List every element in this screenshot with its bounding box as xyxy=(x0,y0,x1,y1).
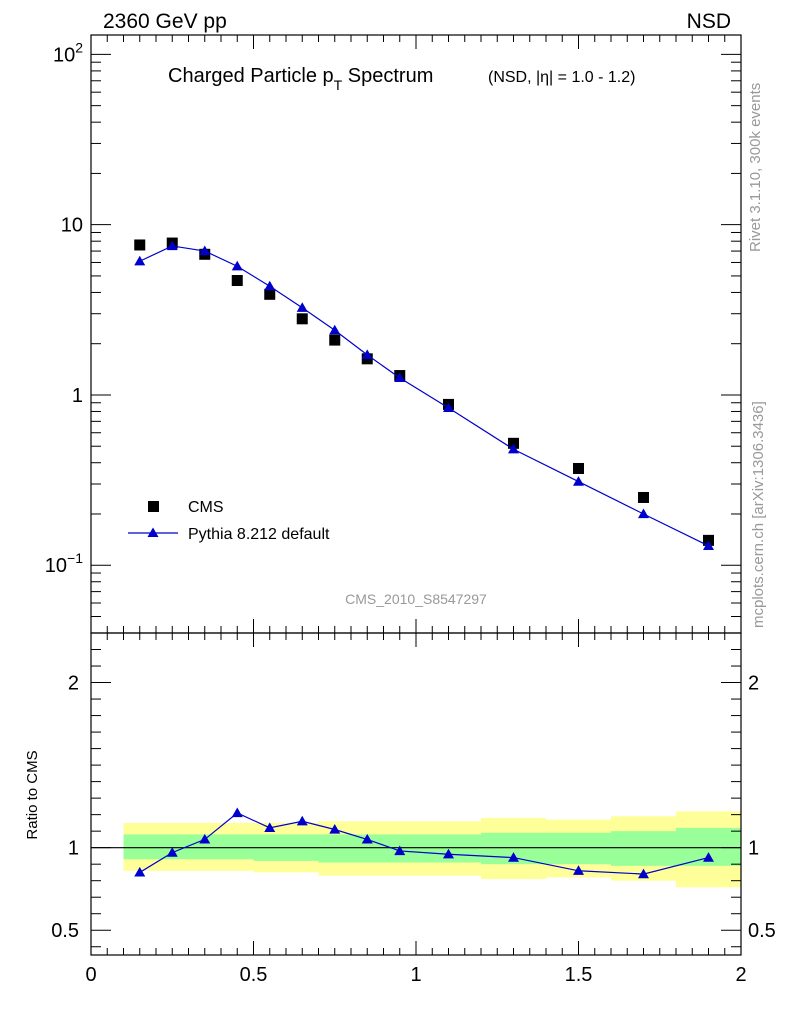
analysis-id: CMS_2010_S8547297 xyxy=(345,591,487,607)
x-tick-label: 1 xyxy=(410,964,421,986)
mc-data-point xyxy=(329,324,341,335)
mc-line xyxy=(139,245,709,547)
ratio-y-tick-label-right: 1 xyxy=(748,838,759,860)
mcplots-label: mcplots.cern.ch [arXiv:1306.3436] xyxy=(750,401,767,628)
mc-data-point xyxy=(703,540,714,550)
ratio-frame xyxy=(90,632,742,956)
y-tick-label: 10−1 xyxy=(45,550,83,577)
ratio-y-tick-label: 1 xyxy=(68,838,79,860)
ratio-ylabel: Ratio to CMS xyxy=(24,750,41,839)
ratio-y-tick-label-right: 0.5 xyxy=(748,920,776,942)
main-plot: 10−1 1 10 102 xyxy=(45,34,742,955)
main-frame xyxy=(90,34,742,634)
ratio-mc-point xyxy=(361,833,373,844)
x-tick-label: 1.5 xyxy=(565,964,593,986)
mc-data-point xyxy=(166,240,178,251)
mc-data-point xyxy=(361,349,373,359)
ratio-mc-point xyxy=(231,807,243,818)
mc-data-point xyxy=(296,302,308,312)
ratio-mc-point xyxy=(443,848,454,859)
rivet-label: Rivet 3.1.10, 300k events xyxy=(747,83,764,252)
mc-data-point xyxy=(199,245,211,256)
ratio-mc-line xyxy=(139,812,709,875)
ratio-plot: 0 0.5 1 1.5 20.5 0.51 12 2 xyxy=(51,632,776,986)
process-label: NSD xyxy=(687,10,731,33)
cms-data-point xyxy=(231,275,243,287)
legend-mc-marker xyxy=(147,527,159,537)
ratio-mc-point xyxy=(166,847,178,857)
ratio-band-inner xyxy=(546,832,611,865)
ratio-mc-point xyxy=(329,824,341,834)
cms-data-point xyxy=(508,437,519,449)
y-tick-label: 102 xyxy=(53,39,83,66)
legend-mc-label: Pythia 8.212 default xyxy=(188,526,330,543)
mc-data-point xyxy=(134,255,146,266)
ratio-mc-point xyxy=(199,833,211,844)
mc-data-point xyxy=(264,280,276,291)
cms-data-point xyxy=(134,239,146,251)
energy-label: 2360 GeV pp xyxy=(103,10,227,33)
ratio-mc-point xyxy=(573,865,584,875)
mc-data-point xyxy=(573,476,584,486)
chart-title-extra: (NSD, |η| = 1.0 - 1.2) xyxy=(488,69,635,86)
legend-cms-label: CMS xyxy=(188,499,224,516)
x-tick-label: 0.5 xyxy=(240,964,268,986)
legend-cms-marker xyxy=(148,501,159,512)
mc-data-point xyxy=(394,372,406,382)
ratio-mc-point xyxy=(296,815,308,826)
cms-data-point xyxy=(264,288,276,300)
ratio-band-inner xyxy=(318,834,351,863)
ratio-mc-point xyxy=(394,845,406,856)
ratio-mc-point xyxy=(508,852,519,862)
title-subscript: T xyxy=(334,77,343,93)
x-tick-label: 0 xyxy=(85,964,96,986)
ratio-band-inner xyxy=(221,834,254,860)
title-main-prefix: Charged Particle p xyxy=(168,65,334,87)
ratio-band-inner xyxy=(611,831,676,866)
ratio-y-tick-label: 0.5 xyxy=(51,920,79,942)
ratio-y-tick-label-right: 2 xyxy=(748,673,759,695)
mc-data-point xyxy=(508,443,519,454)
mc-data-point xyxy=(443,402,454,412)
y-tick-label: 1 xyxy=(72,385,83,407)
ratio-mc-point xyxy=(638,868,649,879)
y-tick-label: 10 xyxy=(61,215,83,237)
cms-data-point xyxy=(329,334,341,346)
x-tick-label: 2 xyxy=(735,964,746,986)
ratio-mc-point xyxy=(134,866,146,877)
mc-data-point xyxy=(638,508,649,519)
ratio-mc-point xyxy=(703,852,714,862)
cms-data-point xyxy=(638,491,649,503)
chart-title: Charged Particle pT Spectrum xyxy=(168,65,433,93)
ratio-mc-point xyxy=(264,822,276,832)
ratio-y-tick-label: 2 xyxy=(68,673,79,695)
mc-data-point xyxy=(231,260,243,271)
title-main-suffix: Spectrum xyxy=(342,65,433,87)
ratio-band-inner xyxy=(123,834,156,860)
cms-data-point xyxy=(573,462,584,474)
legend: CMS Pythia 8.212 default xyxy=(128,499,330,543)
cms-data-point xyxy=(296,313,308,325)
